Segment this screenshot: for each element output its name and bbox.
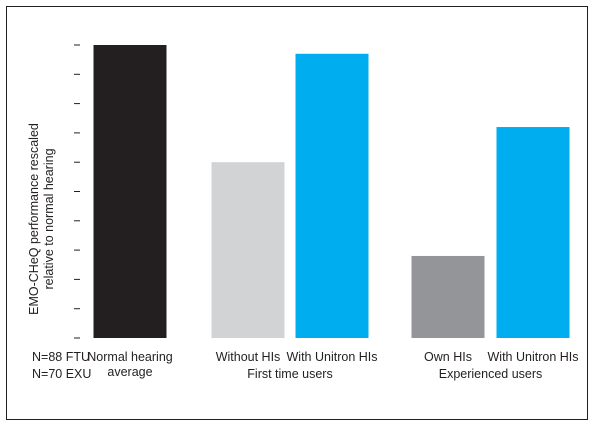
bar [496, 127, 570, 338]
bars [93, 45, 570, 338]
category-label: Normal hearing average [87, 350, 173, 379]
chart-frame [6, 6, 588, 420]
category-label: Without HIs [215, 350, 281, 364]
y-axis-title: EMO-CHeQ performance rescaled relative t… [27, 123, 57, 315]
sample-size-ftu: N=88 FTU [32, 350, 91, 364]
category-label: With Unitron HIs [286, 350, 378, 364]
bar [411, 255, 485, 338]
group-label: First time users [247, 367, 333, 381]
category-label: With Unitron HIs [487, 350, 579, 364]
sample-size-exu: N=70 EXU [32, 367, 92, 381]
category-label: Own HIs [424, 350, 472, 364]
y-axis-title-line-2: relative to normal hearing [42, 148, 56, 290]
bar [295, 53, 369, 338]
bar [93, 45, 167, 338]
group-label: Experienced users [438, 367, 543, 381]
y-axis-ticks [74, 44, 80, 339]
bar [211, 162, 285, 338]
y-axis-title-line-1: EMO-CHeQ performance rescaled [27, 123, 41, 315]
